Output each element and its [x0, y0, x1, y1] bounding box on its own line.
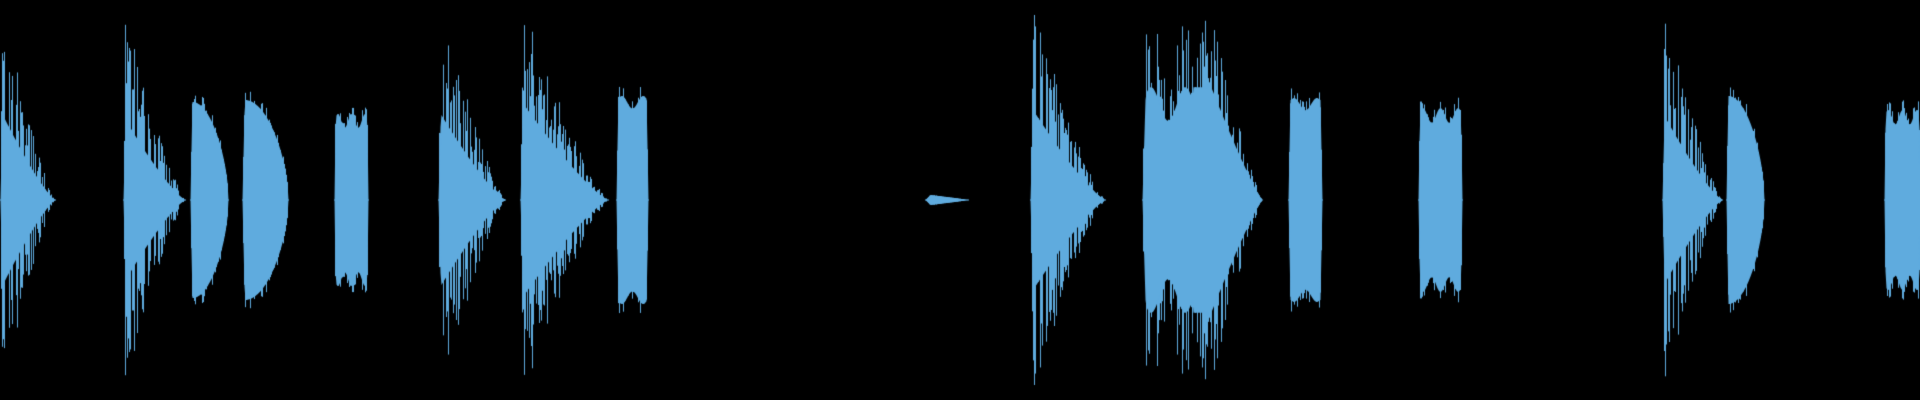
waveform-canvas[interactable] — [0, 0, 1920, 400]
waveform-viewer[interactable] — [0, 0, 1920, 400]
